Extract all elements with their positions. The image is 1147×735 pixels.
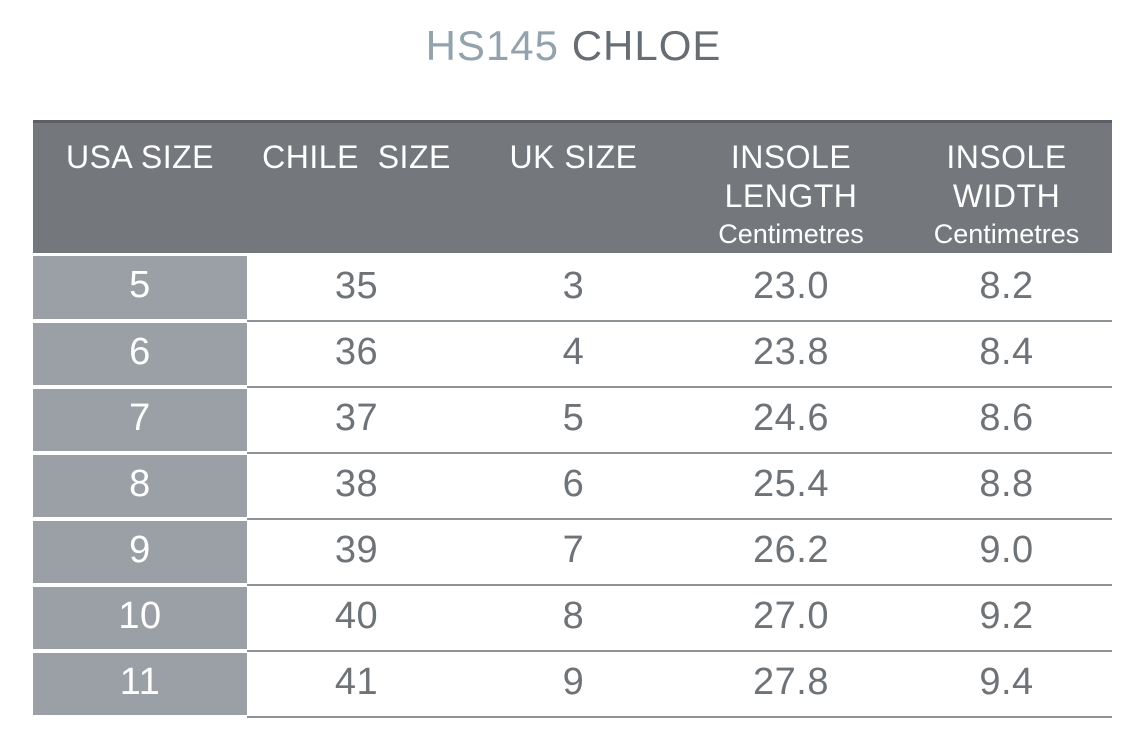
product-name: CHLOE [571, 22, 722, 69]
cell-insole-width: 9.2 [901, 584, 1112, 652]
cell-usa-size: 11 [33, 650, 247, 719]
cell-chile-size: 35 [247, 254, 466, 322]
header-usa-size: USA SIZE [33, 120, 247, 256]
cell-uk-size: 4 [466, 320, 681, 388]
header-insole-width-line1: INSOLE [946, 139, 1067, 175]
cell-insole-width: 8.6 [901, 386, 1112, 454]
header-insole-width-line2: WIDTH [952, 178, 1061, 214]
table-row: 7 37 5 24.6 8.6 [33, 386, 1112, 455]
cell-usa-size: 10 [33, 584, 247, 653]
page-title: HS145 CHLOE [0, 0, 1147, 70]
header-insole-length-unit: Centimetres [718, 219, 864, 249]
cell-uk-size: 7 [466, 518, 681, 586]
cell-chile-size: 41 [247, 650, 466, 718]
cell-insole-length: 23.0 [681, 254, 901, 322]
table-row: 11 41 9 27.8 9.4 [33, 650, 1112, 719]
header-insole-length-line2: LENGTH [724, 178, 858, 214]
cell-insole-length: 26.2 [681, 518, 901, 586]
cell-usa-size: 6 [33, 320, 247, 389]
cell-insole-length: 23.8 [681, 320, 901, 388]
cell-insole-width: 9.0 [901, 518, 1112, 586]
header-insole-width-unit: Centimetres [933, 219, 1080, 249]
table-row: 9 39 7 26.2 9.0 [33, 518, 1112, 587]
size-table-header: USA SIZE CHILE SIZE UK SIZE INSOLE [33, 120, 1112, 256]
size-table-body: 5 35 3 23.0 8.2 6 36 4 23.8 8.4 7 37 5 2… [33, 254, 1112, 719]
cell-uk-size: 9 [466, 650, 681, 718]
product-code: HS145 [425, 22, 560, 69]
cell-insole-length: 25.4 [681, 452, 901, 520]
cell-usa-size: 7 [33, 386, 247, 455]
cell-insole-width: 8.2 [901, 254, 1112, 322]
header-uk-size: UK SIZE [466, 120, 681, 256]
cell-uk-size: 6 [466, 452, 681, 520]
cell-usa-size: 8 [33, 452, 247, 521]
header-usa-size-label: USA SIZE [65, 139, 215, 175]
header-row: USA SIZE CHILE SIZE UK SIZE INSOLE [33, 120, 1112, 256]
cell-insole-width: 8.8 [901, 452, 1112, 520]
cell-chile-size: 37 [247, 386, 466, 454]
cell-chile-size: 39 [247, 518, 466, 586]
header-chile-size-label: CHILE SIZE [262, 139, 451, 175]
cell-usa-size: 9 [33, 518, 247, 587]
table-row: 5 35 3 23.0 8.2 [33, 254, 1112, 323]
cell-chile-size: 40 [247, 584, 466, 652]
table-row: 8 38 6 25.4 8.8 [33, 452, 1112, 521]
header-uk-size-label: UK SIZE [509, 139, 638, 175]
cell-uk-size: 5 [466, 386, 681, 454]
cell-chile-size: 36 [247, 320, 466, 388]
cell-insole-width: 8.4 [901, 320, 1112, 388]
header-insole-length-line1: INSOLE [730, 139, 852, 175]
cell-insole-length: 27.0 [681, 584, 901, 652]
cell-insole-width: 9.4 [901, 650, 1112, 718]
cell-uk-size: 3 [466, 254, 681, 322]
size-table: USA SIZE CHILE SIZE UK SIZE INSOLE [33, 120, 1112, 719]
header-chile-size: CHILE SIZE [247, 120, 466, 256]
cell-usa-size: 5 [33, 254, 247, 323]
cell-insole-length: 24.6 [681, 386, 901, 454]
cell-insole-length: 27.8 [681, 650, 901, 718]
cell-uk-size: 8 [466, 584, 681, 652]
title-space [559, 22, 572, 69]
header-insole-width: INSOLE WIDTH Centimetres [901, 120, 1112, 256]
table-row: 10 40 8 27.0 9.2 [33, 584, 1112, 653]
header-insole-length: INSOLE LENGTH Centimetres [681, 120, 901, 256]
table-row: 6 36 4 23.8 8.4 [33, 320, 1112, 389]
cell-chile-size: 38 [247, 452, 466, 520]
